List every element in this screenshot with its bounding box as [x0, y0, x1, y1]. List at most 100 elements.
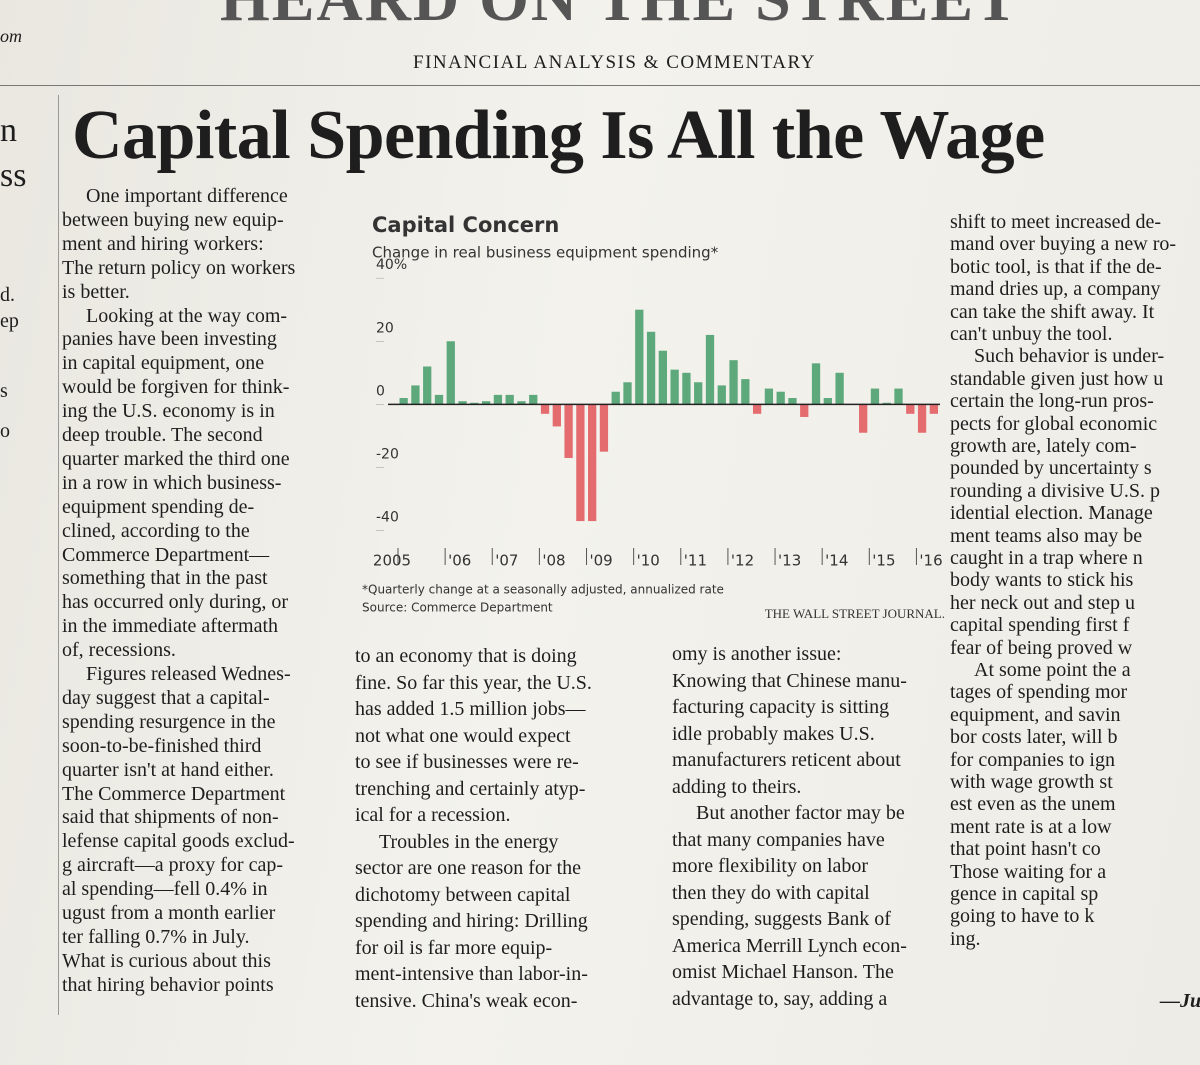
text-line: But another factor may be [696, 802, 905, 824]
text-line: g aircraft—a proxy for cap- [62, 854, 283, 877]
text-line: adding to theirs. [672, 775, 802, 798]
bar [776, 391, 785, 405]
text-line: caught in a trap where n [950, 547, 1143, 569]
bar [894, 388, 903, 405]
text-line: al spending—fell 0.4% in [62, 878, 268, 901]
bar [599, 404, 609, 452]
text-line: mand over buying a new ro- [950, 233, 1177, 256]
edge-fragment: om [0, 26, 22, 46]
x-tick-label: '13 [778, 552, 801, 570]
section-label: FINANCIAL ANALYSIS & COMMENTARY [413, 52, 816, 73]
chart-footnote: *Quarterly change at a seasonally adjust… [362, 583, 724, 597]
text-line: day suggest that a capital- [62, 686, 270, 709]
text-line: for companies to ign [950, 748, 1115, 771]
bar [717, 385, 726, 405]
bar [705, 334, 715, 405]
bar [576, 404, 585, 522]
bar [788, 398, 797, 405]
text-line: est even as the unem [950, 793, 1116, 816]
text-line: fine. So far this year, the U.S. [355, 671, 592, 694]
text-line: Troubles in the energy [379, 830, 559, 853]
chart-source: Source: Commerce Department [362, 601, 553, 615]
text-line: gence in capital sp [950, 883, 1099, 905]
text-fragment: ep [0, 310, 19, 332]
text-line: ter falling 0.7% in July. [62, 925, 250, 948]
text-line: ment teams also may be [950, 524, 1143, 547]
text-fragment: o [0, 420, 10, 442]
text-line: has occurred only during, or [62, 591, 289, 614]
text-line: more flexibility on labor [672, 855, 869, 877]
bar [741, 379, 750, 405]
text-line: not what one would expect [355, 724, 571, 747]
text-line: can take the shift away. It [950, 300, 1155, 323]
text-line: between buying new equip- [62, 208, 284, 231]
y-tick-label: -40 [376, 510, 399, 526]
x-tick-label: '10 [637, 552, 660, 570]
text-line: advantage to, say, adding a [672, 987, 888, 1010]
text-line: Figures released Wednes- [86, 663, 291, 685]
text-line: tages of spending mor [950, 681, 1128, 704]
text-line: quarter marked the third one [62, 447, 290, 470]
text-line: said that shipments of non- [62, 806, 279, 829]
text-line: mand dries up, a company [950, 278, 1161, 301]
signature: —Ju [1160, 990, 1200, 1012]
text-line: The Commerce Department [62, 782, 286, 805]
bar [764, 388, 774, 405]
text-line: One important difference [86, 185, 288, 207]
text-line: ing the U.S. economy is in [62, 400, 275, 423]
bar [694, 382, 703, 405]
bar [917, 404, 927, 433]
x-tick-label: '16 [919, 552, 942, 570]
text-line: certain the long-run pros- [950, 390, 1154, 413]
bar [823, 398, 832, 405]
text-line: pects for global economic [950, 412, 1158, 435]
bar [882, 402, 891, 405]
bar [552, 404, 561, 427]
text-line: to see if businesses were re- [355, 751, 579, 773]
text-line: Looking at the way com- [86, 304, 288, 327]
bar [670, 369, 679, 405]
y-tick-label: 40% [376, 257, 407, 273]
y-tick-label: -20 [376, 446, 399, 462]
text-line: going to have to k [950, 905, 1095, 928]
chart-credit: THE WALL STREET JOURNAL. [765, 606, 945, 621]
text-line: pounded by uncertainty s [950, 457, 1152, 480]
text-line: ical for a recession. [355, 804, 511, 826]
rule [0, 85, 1200, 86]
x-tick-label: '12 [731, 552, 754, 570]
text-line: deep trouble. The second [62, 424, 263, 446]
bar [529, 394, 538, 405]
text-line: quarter isn't at hand either. [62, 758, 274, 781]
text-line: bor costs later, will b [950, 726, 1118, 749]
text-line: with wage growth st [950, 771, 1113, 793]
text-line: lefense capital goods exclud- [62, 830, 295, 853]
text-line: can't unbuy the tool. [950, 323, 1113, 345]
text-line: At some point the a [974, 659, 1131, 681]
text-line: that many companies have [672, 828, 885, 851]
bar [611, 391, 620, 405]
text-line: shift to meet increased de- [950, 211, 1162, 233]
text-line: soon-to-be-finished third [62, 734, 262, 757]
bar [870, 388, 880, 405]
bar [658, 350, 667, 405]
headline: Capital Spending Is All the Wage [72, 97, 1045, 174]
text-fragment: ss [0, 157, 27, 194]
x-tick-label: 2005 [373, 552, 411, 570]
text-line: ing. [950, 927, 981, 950]
text-line: to an economy that is doing [355, 645, 577, 667]
text-line: facturing capacity is sitting [672, 696, 890, 718]
bar [493, 394, 503, 405]
text-line: equipment spending de- [62, 495, 255, 518]
masthead: HEARD ON THE STREET [220, 0, 1020, 36]
text-line: Those waiting for a [950, 860, 1107, 883]
bar [505, 394, 514, 405]
text-line: panies have been investing [62, 328, 277, 351]
x-tick-label: '09 [590, 552, 613, 570]
text-line: Commerce Department— [62, 543, 270, 566]
text-line: in capital equipment, one [62, 352, 265, 375]
text-line: Such behavior is under- [974, 345, 1165, 368]
x-tick-label: '14 [825, 552, 848, 570]
text-line: has added 1.5 million jobs— [355, 698, 586, 720]
text-fragment: d. [0, 284, 15, 306]
